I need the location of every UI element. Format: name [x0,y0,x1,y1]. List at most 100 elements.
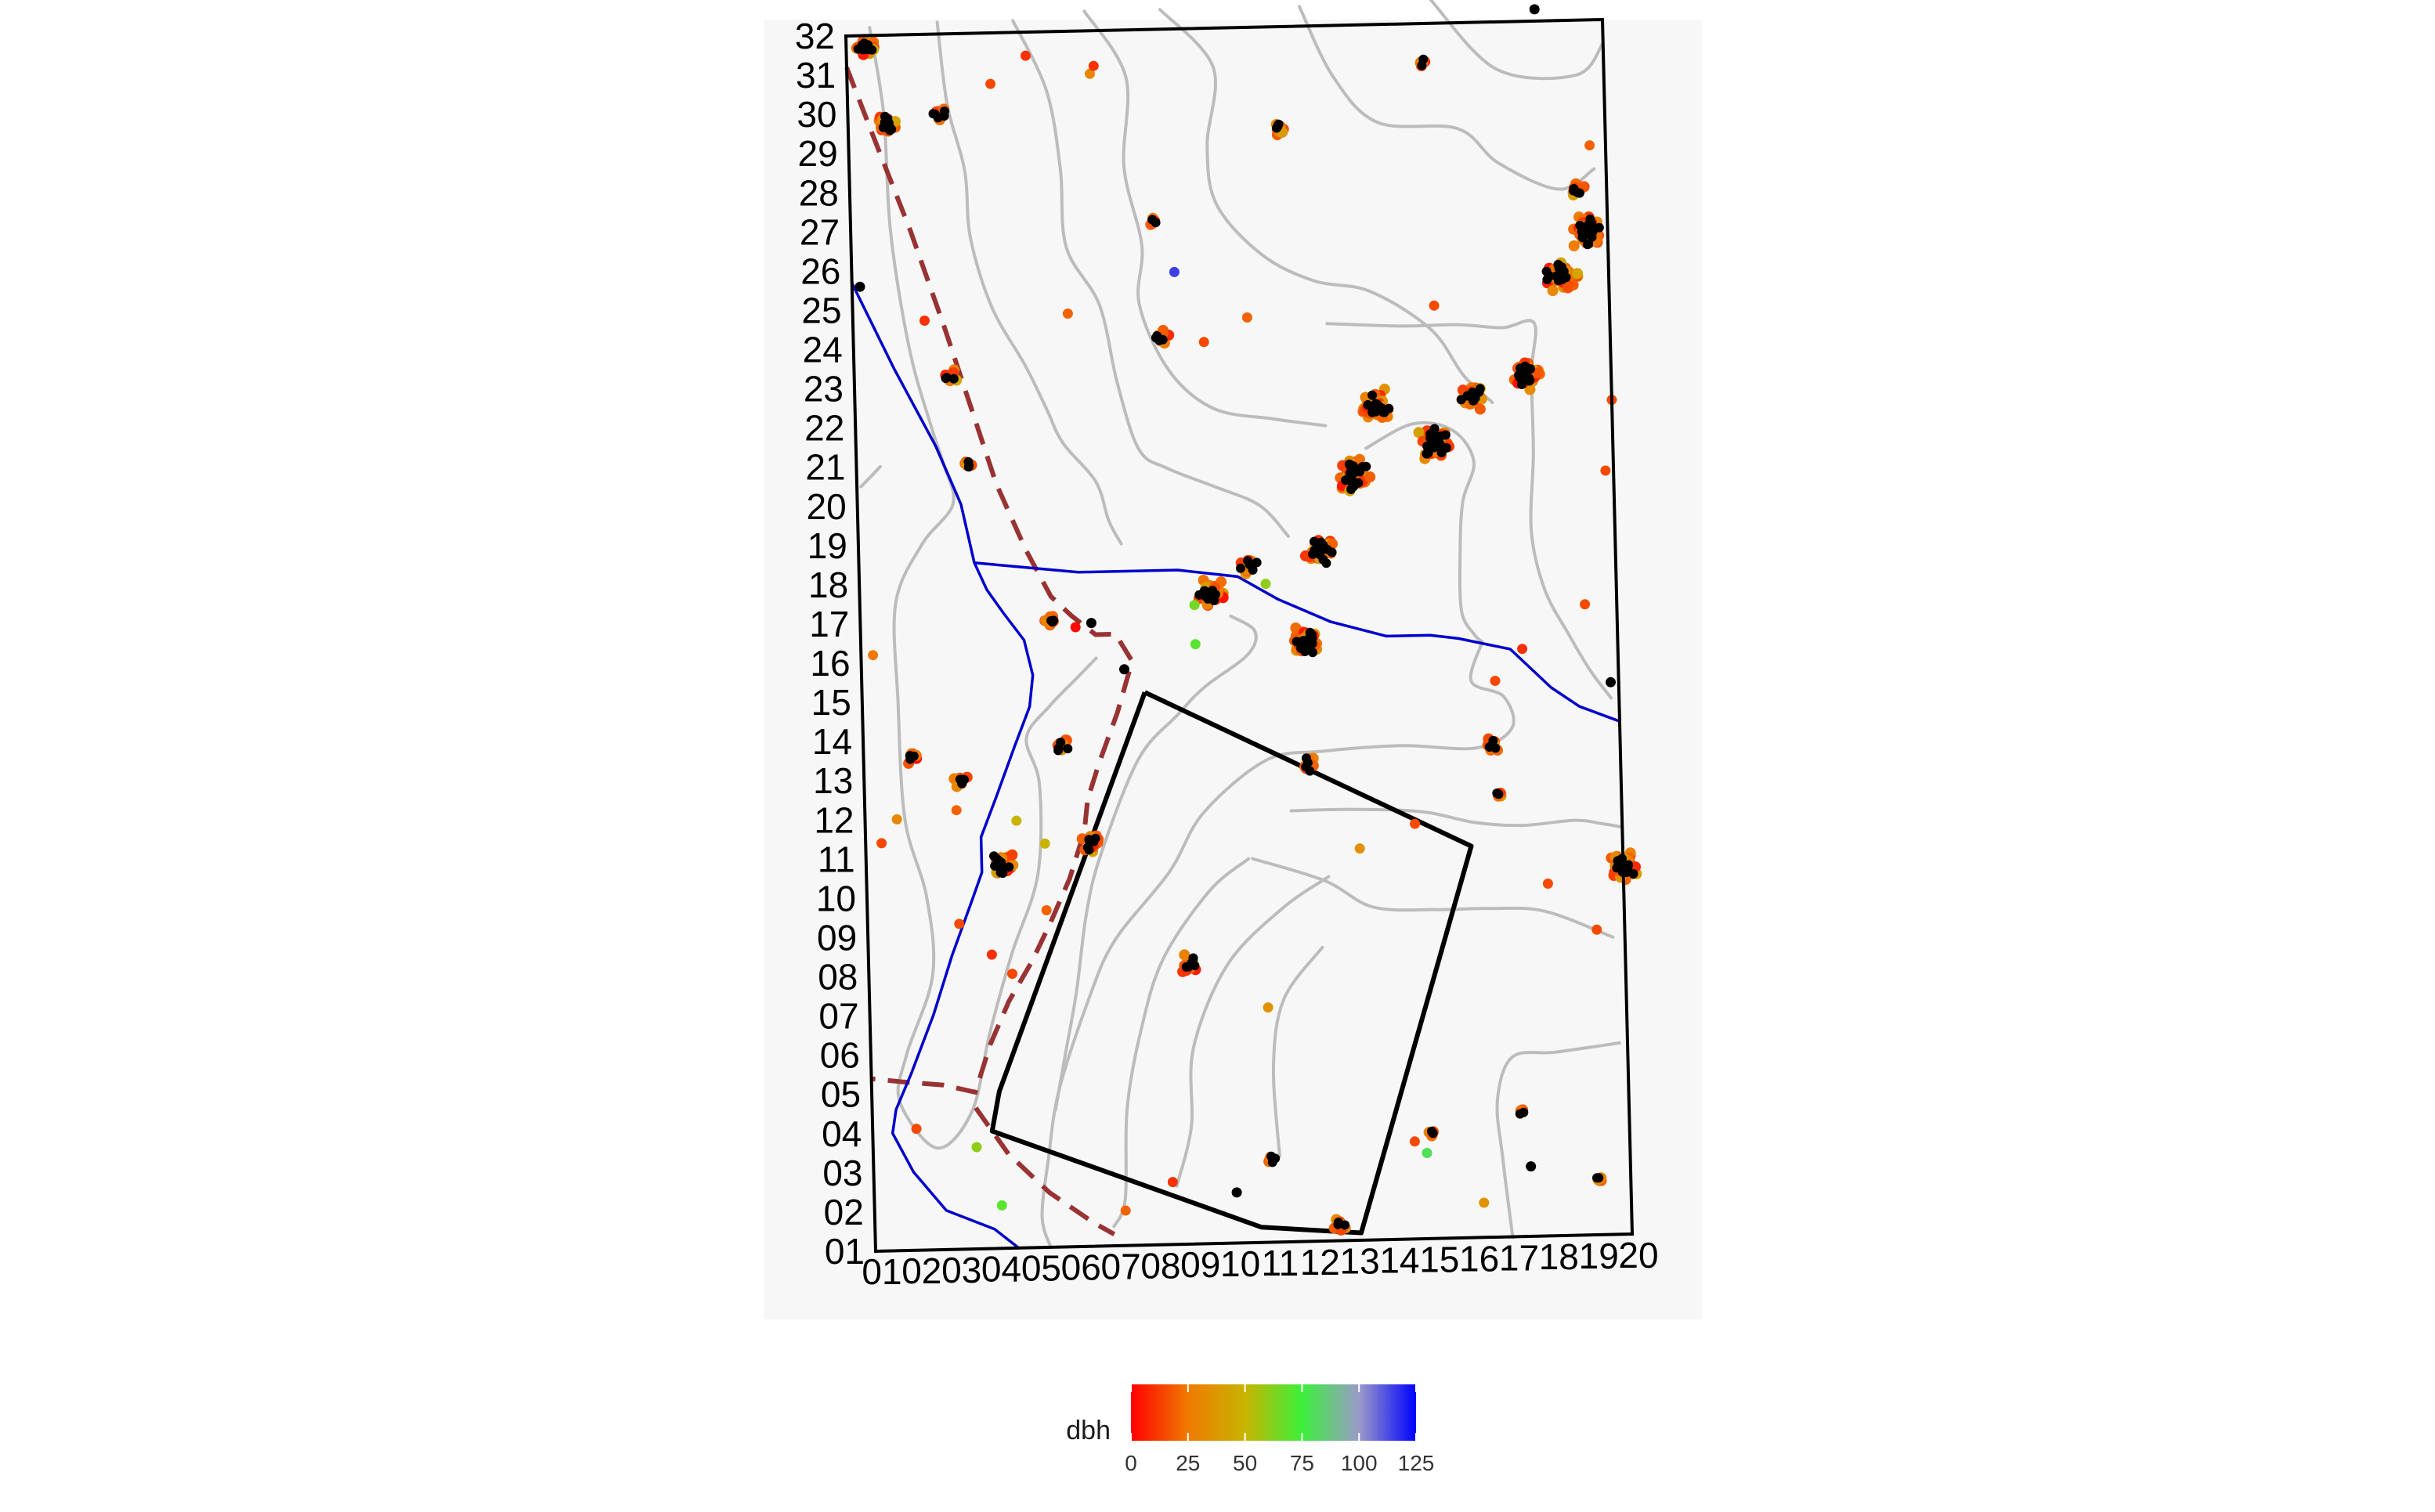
trail-lines [844,67,1135,1236]
dead-tree-point [1623,861,1633,871]
dead-tree-point [1428,1128,1438,1139]
dead-tree-point [939,106,949,117]
dead-tree-point [862,45,872,55]
dead-tree-point [930,109,940,119]
dead-tree-point [1090,833,1100,843]
tree-cluster [948,771,973,792]
tree-points [851,4,1642,1236]
y-tick-label: 22 [804,408,844,449]
tree-cluster [1039,611,1059,631]
dead-tree-point [1245,560,1255,570]
dead-tree-point [1056,738,1066,747]
contour-line [1289,807,1624,829]
tree-point [1041,905,1052,915]
x-tick-label: 01 [862,1251,901,1292]
dead-tree-point [1577,232,1588,242]
tree-point [1413,427,1425,438]
dead-tree-point [1516,363,1525,373]
contour-line [1053,614,1258,1112]
tree-point [1479,1197,1490,1208]
dead-tree-point [1519,1107,1529,1117]
tree-point [868,650,879,661]
contour-line [1158,8,1494,404]
x-tick-label: 17 [1499,1237,1539,1278]
x-tick-label: 06 [1061,1247,1101,1288]
tree-cluster [1413,424,1454,464]
dead-tree-point [1587,218,1597,229]
tree-point [1198,337,1209,348]
tree-cluster [1508,357,1545,395]
dead-tree-point [1349,467,1360,477]
dead-tree-point [1302,758,1313,768]
dead-tree-point [1422,449,1432,459]
y-tick-label: 10 [816,878,856,918]
tree-cluster [1263,1151,1281,1167]
tree-point [1085,68,1095,79]
tree-cluster [1492,787,1507,802]
dead-tree-point [1321,558,1331,568]
dead-tree-point [1063,744,1073,754]
tree-point [1070,622,1081,633]
y-tick-label: 18 [808,565,848,605]
tree-cluster [1568,211,1605,251]
y-tick-label: 01 [825,1231,865,1272]
dead-tree-point [1151,218,1161,228]
dead-tree-point [1544,271,1555,281]
x-axis-tick-labels: 01 02 03 04 05 06 07 08 09 10 11 12 13 14 15 16 17 18 19 20 [862,1235,1658,1292]
x-tick-label: 15 [1419,1240,1459,1280]
y-tick-label: 20 [807,486,847,527]
dead-tree-point [1154,334,1165,345]
tree-point [1410,818,1421,829]
dead-tree-point [1305,766,1315,776]
y-tick-label: 03 [822,1153,862,1193]
y-tick-label: 32 [795,16,835,56]
tree-point [1526,1161,1537,1172]
tree-point [1490,676,1501,686]
x-tick-label: 14 [1379,1240,1419,1281]
tree-point [1580,599,1591,610]
dead-tree-point [948,373,959,384]
dead-tree-point [1004,862,1014,872]
dead-tree-point [853,44,863,54]
y-tick-label: 26 [800,251,840,291]
dead-tree-point [1469,395,1478,406]
legend-title: dbh [1066,1416,1111,1445]
tree-cluster [1235,554,1262,579]
dead-tree-point [1084,845,1094,855]
legend-tick-label: 25 [1176,1451,1200,1475]
tree-point [1572,268,1584,280]
tree-cluster [1299,535,1338,568]
stream-line [974,561,1620,723]
dead-tree-point [1555,265,1566,275]
y-tick-label: 08 [818,957,858,998]
plot-frame [844,17,1635,1254]
x-tick-label: 18 [1539,1236,1579,1277]
x-tick-label: 19 [1579,1236,1619,1276]
dead-tree-point [1575,220,1585,230]
tree-point [971,1142,982,1153]
legend-tick-label: 75 [1290,1451,1314,1475]
x-tick-label: 05 [1021,1248,1061,1289]
dead-tree-point [964,460,974,471]
tree-point [1409,1136,1420,1147]
tree-point [1422,1148,1432,1158]
tree-cluster [1335,453,1376,496]
y-tick-label: 29 [798,133,838,174]
y-tick-label: 06 [820,1035,860,1076]
x-tick-label: 08 [1140,1245,1180,1286]
dead-tree-point [1425,429,1436,439]
legend-tick-label: 50 [1233,1451,1257,1475]
x-tick-label: 16 [1459,1238,1499,1279]
plot-panel-background [764,20,1702,1319]
dead-tree-point [1525,375,1535,385]
legend-tick-label: 0 [1125,1451,1137,1475]
tree-point [1169,266,1180,277]
tree-cluster [959,456,977,472]
y-tick-label: 13 [813,760,853,801]
dead-tree-point [1558,274,1567,284]
contour-line [1429,0,1605,81]
dead-tree-point [1378,407,1388,417]
stream-lines [851,282,1620,1250]
dead-tree-point [1300,647,1310,656]
legend-tick-label: 100 [1341,1451,1378,1475]
